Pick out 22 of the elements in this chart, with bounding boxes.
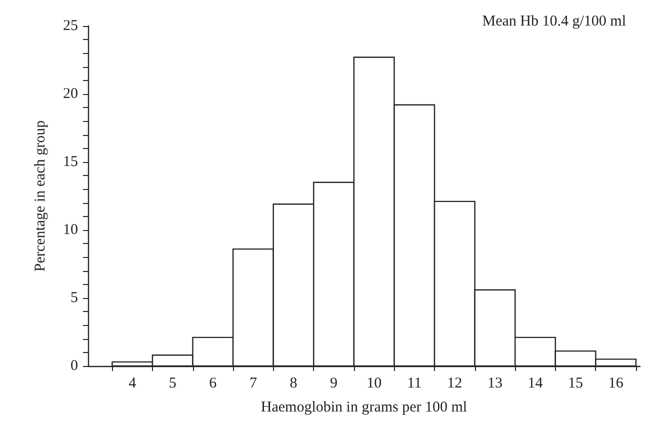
y-tick-label: 5 xyxy=(70,290,78,306)
x-tick-label: 5 xyxy=(168,376,176,392)
x-tick-label: 15 xyxy=(568,376,584,392)
x-tick-label: 16 xyxy=(608,376,624,392)
x-tick-label: 7 xyxy=(249,376,258,392)
y-tick-label: 0 xyxy=(70,358,78,374)
y-tick-label: 20 xyxy=(63,86,78,102)
x-axis-title: Haemoglobin in grams per 100 ml xyxy=(260,400,468,416)
x-tick-label: 14 xyxy=(528,376,544,392)
x-tick-label: 9 xyxy=(330,376,338,392)
x-tick-label: 12 xyxy=(447,376,462,392)
x-tick-label: 8 xyxy=(290,376,298,392)
x-tick-label: 13 xyxy=(487,376,502,392)
x-tick-label: 4 xyxy=(128,376,137,392)
y-axis-title: Percentage in each group xyxy=(32,120,48,272)
annotation: Mean Hb 10.4 g/100 ml xyxy=(482,14,626,30)
x-tick-label: 6 xyxy=(209,376,218,392)
y-tick-label: 10 xyxy=(63,222,78,238)
y-tick-label: 25 xyxy=(63,18,78,34)
x-tick-label: 10 xyxy=(366,376,382,392)
y-tick-label: 15 xyxy=(63,154,78,170)
x-tick-label: 11 xyxy=(407,376,422,392)
